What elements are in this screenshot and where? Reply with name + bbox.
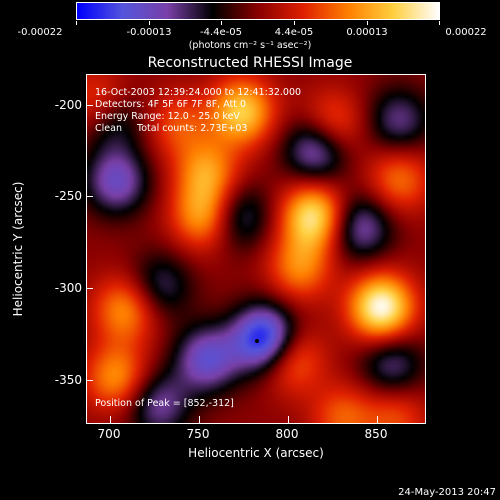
plot-title: Reconstructed RHESSI Image (147, 55, 353, 71)
y-tick-label: -350 (54, 373, 82, 387)
peak-marker (255, 339, 259, 343)
colorbar-tick-label: 4.4e-05 (274, 27, 314, 38)
annotation-clean-counts: Clean Total counts: 2.73E+03 (95, 123, 248, 134)
x-tick-mark (110, 416, 111, 423)
colorbar-tick (149, 21, 150, 25)
colorbar-tick-label: 0.00022 (445, 27, 487, 38)
y-tick-mark (86, 380, 93, 381)
annotation-detectors: Detectors: 4F 5F 6F 7F 8F, Att 0 (95, 99, 247, 110)
x-tick-label: 700 (97, 427, 121, 441)
x-tick-mark (377, 416, 378, 423)
colorbar-tick (367, 21, 368, 25)
colorbar-tick-label: -0.00022 (17, 27, 63, 38)
y-tick-mark (86, 288, 93, 289)
colorbar-tick (294, 21, 295, 25)
colorbar-tick (221, 21, 222, 25)
annotation-peak-position: Position of Peak = [852,-312] (95, 398, 234, 409)
y-tick-mark (86, 196, 93, 197)
colorbar-units: (photons cm⁻² s⁻¹ asec⁻²) (188, 40, 312, 51)
x-tick-label: 800 (275, 427, 299, 441)
x-tick-label: 750 (186, 427, 210, 441)
colorbar-tick-label: -0.00013 (126, 27, 172, 38)
annotation-time-range: 16-Oct-2003 12:39:24.000 to 12:41:32.000 (95, 87, 302, 98)
y-tick-label: -250 (54, 189, 82, 203)
colorbar-gradient (77, 3, 439, 19)
annotation-energy-range: Energy Range: 12.0 - 25.0 keV (95, 111, 240, 122)
plot-timestamp: 24-May-2013 20:47 (398, 487, 496, 498)
colorbar-tick-label: -4.4e-05 (200, 27, 242, 38)
x-axis-label: Heliocentric X (arcsec) (188, 446, 324, 460)
colorbar (76, 2, 440, 20)
y-axis-label: Heliocentric Y (arcsec) (11, 181, 25, 317)
colorbar-tick (439, 21, 440, 25)
colorbar-tick-label: 0.00013 (346, 27, 388, 38)
plot-area: 16-Oct-2003 12:39:24.000 to 12:41:32.000… (86, 74, 426, 424)
y-tick-mark (86, 105, 93, 106)
x-tick-mark (199, 416, 200, 423)
x-tick-label: 850 (364, 427, 388, 441)
colorbar-tick (76, 21, 77, 25)
x-tick-mark (288, 416, 289, 423)
heatmap-image (87, 75, 425, 423)
y-tick-label: -200 (54, 98, 82, 112)
y-tick-label: -300 (54, 281, 82, 295)
